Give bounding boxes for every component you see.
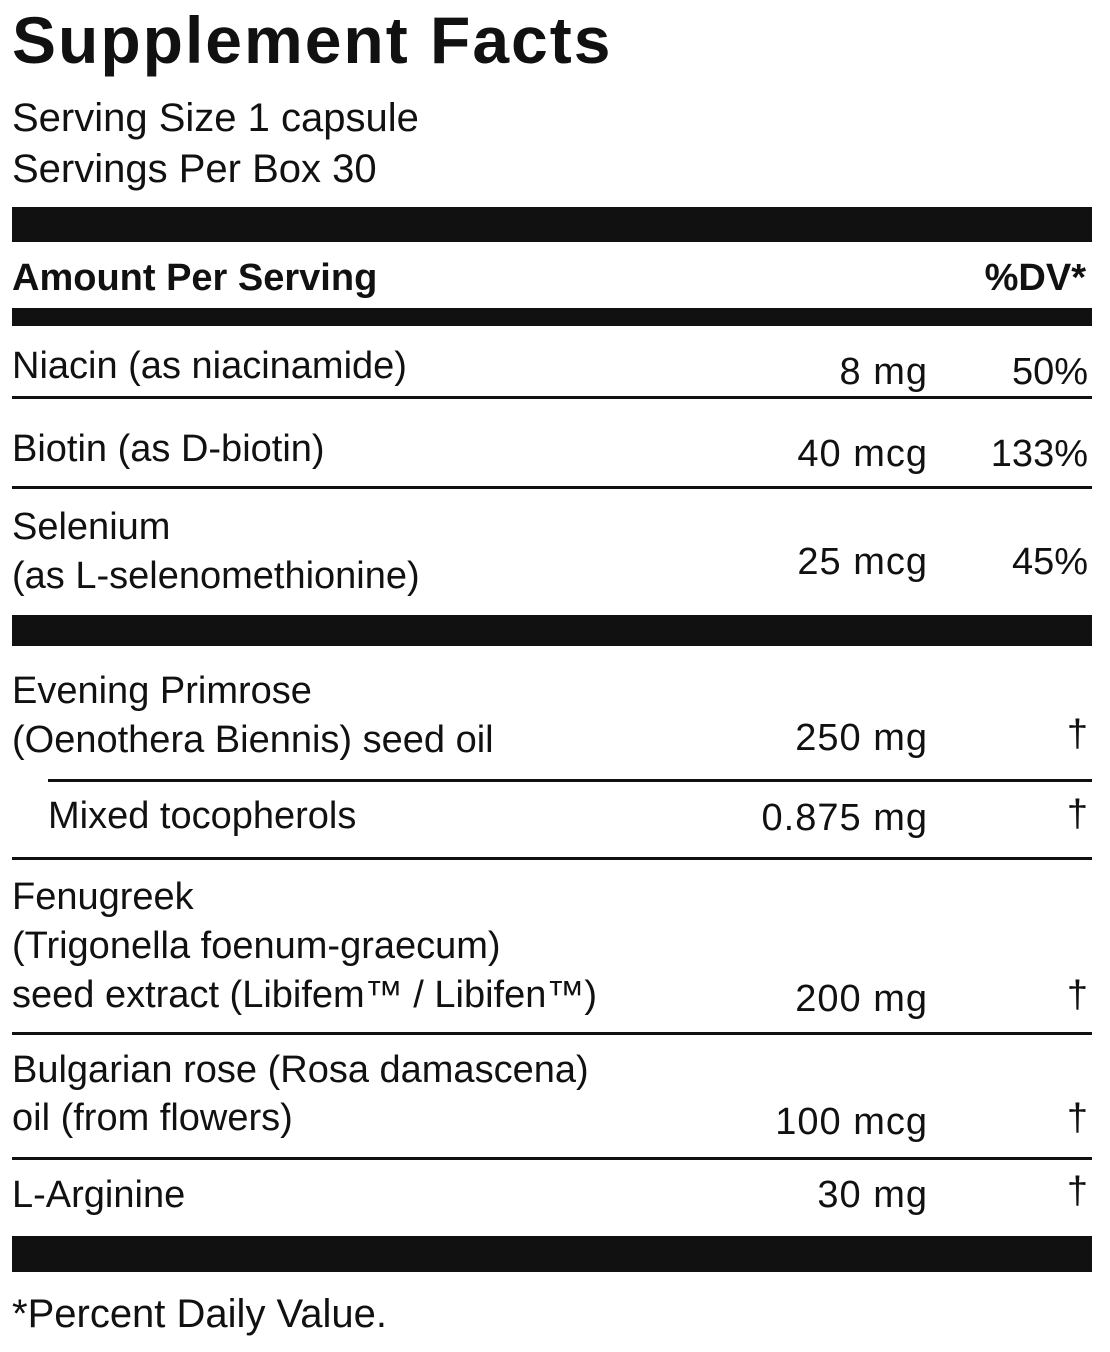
row-divider: [12, 486, 1092, 489]
row-divider: [48, 779, 1092, 782]
row-dv: †: [1066, 1170, 1088, 1212]
dv-header: %DV*: [984, 257, 1086, 299]
amount-per-serving-header: Amount Per Serving: [12, 257, 378, 299]
row-divider: [12, 1157, 1092, 1160]
row-amount: 25 mcg: [797, 541, 928, 583]
row-name: (Trigonella foenum-graecum): [12, 925, 501, 967]
thick-divider: [12, 1236, 1092, 1272]
row-name: Biotin (as D-biotin): [12, 428, 325, 470]
label-title: Supplement Facts: [12, 3, 613, 77]
row-name: Fenugreek: [12, 876, 194, 918]
row-name: Mixed tocopherols: [48, 795, 357, 837]
thick-divider: [12, 615, 1092, 646]
thick-divider: [12, 207, 1092, 242]
row-dv: 133%: [990, 433, 1088, 475]
row-amount: 200 mg: [795, 978, 928, 1020]
row-name: Bulgarian rose (Rosa damascena): [12, 1049, 589, 1091]
row-divider: [12, 1032, 1092, 1035]
row-name: (as L-selenomethionine): [12, 555, 420, 597]
row-name: Niacin (as niacinamide): [12, 345, 407, 387]
row-amount: 0.875 mg: [761, 797, 928, 839]
row-name: oil (from flowers): [12, 1097, 293, 1139]
row-amount: 250 mg: [795, 717, 928, 759]
row-divider: [12, 857, 1092, 860]
row-amount: 40 mcg: [797, 433, 928, 475]
row-amount: 8 mg: [839, 351, 928, 393]
row-dv: †: [1066, 713, 1088, 755]
row-dv: †: [1066, 974, 1088, 1016]
row-name: L-Arginine: [12, 1174, 186, 1216]
row-amount: 100 mcg: [775, 1101, 928, 1143]
servings-per-box: Servings Per Box 30: [12, 147, 377, 191]
row-dv: 50%: [1011, 351, 1088, 393]
row-divider: [12, 396, 1092, 399]
serving-size: Serving Size 1 capsule: [12, 96, 419, 140]
row-amount: 30 mg: [817, 1174, 928, 1216]
footnote: *Percent Daily Value.: [12, 1292, 387, 1336]
row-name: seed extract (Libifem™ / Libifen™): [12, 974, 598, 1016]
row-dv: †: [1066, 793, 1088, 835]
medium-divider: [12, 308, 1092, 326]
row-name: (Oenothera Biennis) seed oil: [12, 719, 494, 761]
row-dv: 45%: [1011, 541, 1088, 583]
row-dv: †: [1066, 1097, 1088, 1139]
row-name: Evening Primrose: [12, 670, 312, 712]
row-name: Selenium: [12, 506, 171, 548]
